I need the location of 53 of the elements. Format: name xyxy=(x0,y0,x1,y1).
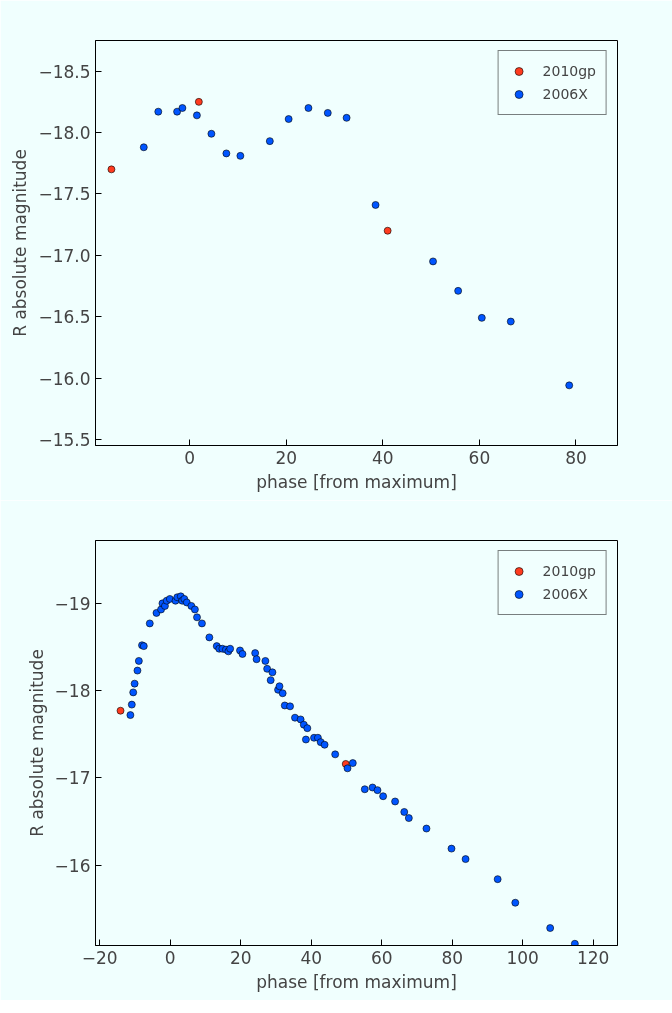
y-tick-label: −16.0 xyxy=(38,368,91,389)
y-tick-label: −17.5 xyxy=(38,184,91,205)
legend-label: 2010gp xyxy=(542,63,596,79)
x-tick-label: 80 xyxy=(565,447,587,468)
x-tick-label: 100 xyxy=(506,947,539,968)
x-axis-title: phase [from maximum] xyxy=(256,971,457,992)
y-tick-label: −18.5 xyxy=(38,61,91,82)
y-tick-label: −19 xyxy=(54,593,91,614)
y-axis-title: R absolute magnitude xyxy=(10,149,31,337)
point xyxy=(342,114,351,122)
x-tick-label: −20 xyxy=(81,947,118,968)
x-tick-label: 80 xyxy=(441,947,464,968)
point xyxy=(304,104,313,112)
y-tick-label: −18 xyxy=(54,681,91,702)
x-tick-label: 0 xyxy=(164,947,176,968)
x-tick-label: 0 xyxy=(184,447,196,468)
point xyxy=(236,152,245,160)
point xyxy=(266,137,274,145)
point xyxy=(107,165,116,174)
x-tick-label: 120 xyxy=(576,947,610,968)
x-tick-label: 60 xyxy=(468,447,491,468)
point xyxy=(222,149,231,158)
point xyxy=(284,115,293,123)
point xyxy=(323,109,332,117)
y-tick-label: −16 xyxy=(54,855,91,876)
x-tick-label: 20 xyxy=(229,947,252,968)
point xyxy=(371,201,380,209)
legend-label: 2006X xyxy=(542,586,588,602)
legend-label: 2010gp xyxy=(542,563,596,579)
point xyxy=(139,143,148,152)
legend-label: 2006X xyxy=(542,86,588,102)
y-axis-title: R absolute magnitude xyxy=(26,649,47,837)
point xyxy=(207,129,216,138)
point xyxy=(429,257,437,266)
x-tick-label: 40 xyxy=(372,447,394,468)
point xyxy=(383,226,392,235)
point xyxy=(506,317,515,326)
point xyxy=(195,98,203,106)
x-axis-title: phase [from maximum] xyxy=(256,471,457,492)
y-tick-label: −17 xyxy=(54,768,91,789)
point xyxy=(178,104,187,112)
x-tick-label: 60 xyxy=(370,947,393,968)
x-tick-label: 40 xyxy=(300,947,323,968)
point xyxy=(193,111,201,120)
point xyxy=(478,314,486,322)
x-tick-label: 20 xyxy=(275,447,298,468)
y-tick-label: −16.5 xyxy=(38,307,91,328)
point xyxy=(565,381,574,390)
point xyxy=(154,107,163,116)
y-tick-label: −18.0 xyxy=(38,123,91,144)
y-tick-label: −15.5 xyxy=(38,429,91,450)
y-tick-label: −17.0 xyxy=(38,245,91,266)
point xyxy=(454,287,462,295)
